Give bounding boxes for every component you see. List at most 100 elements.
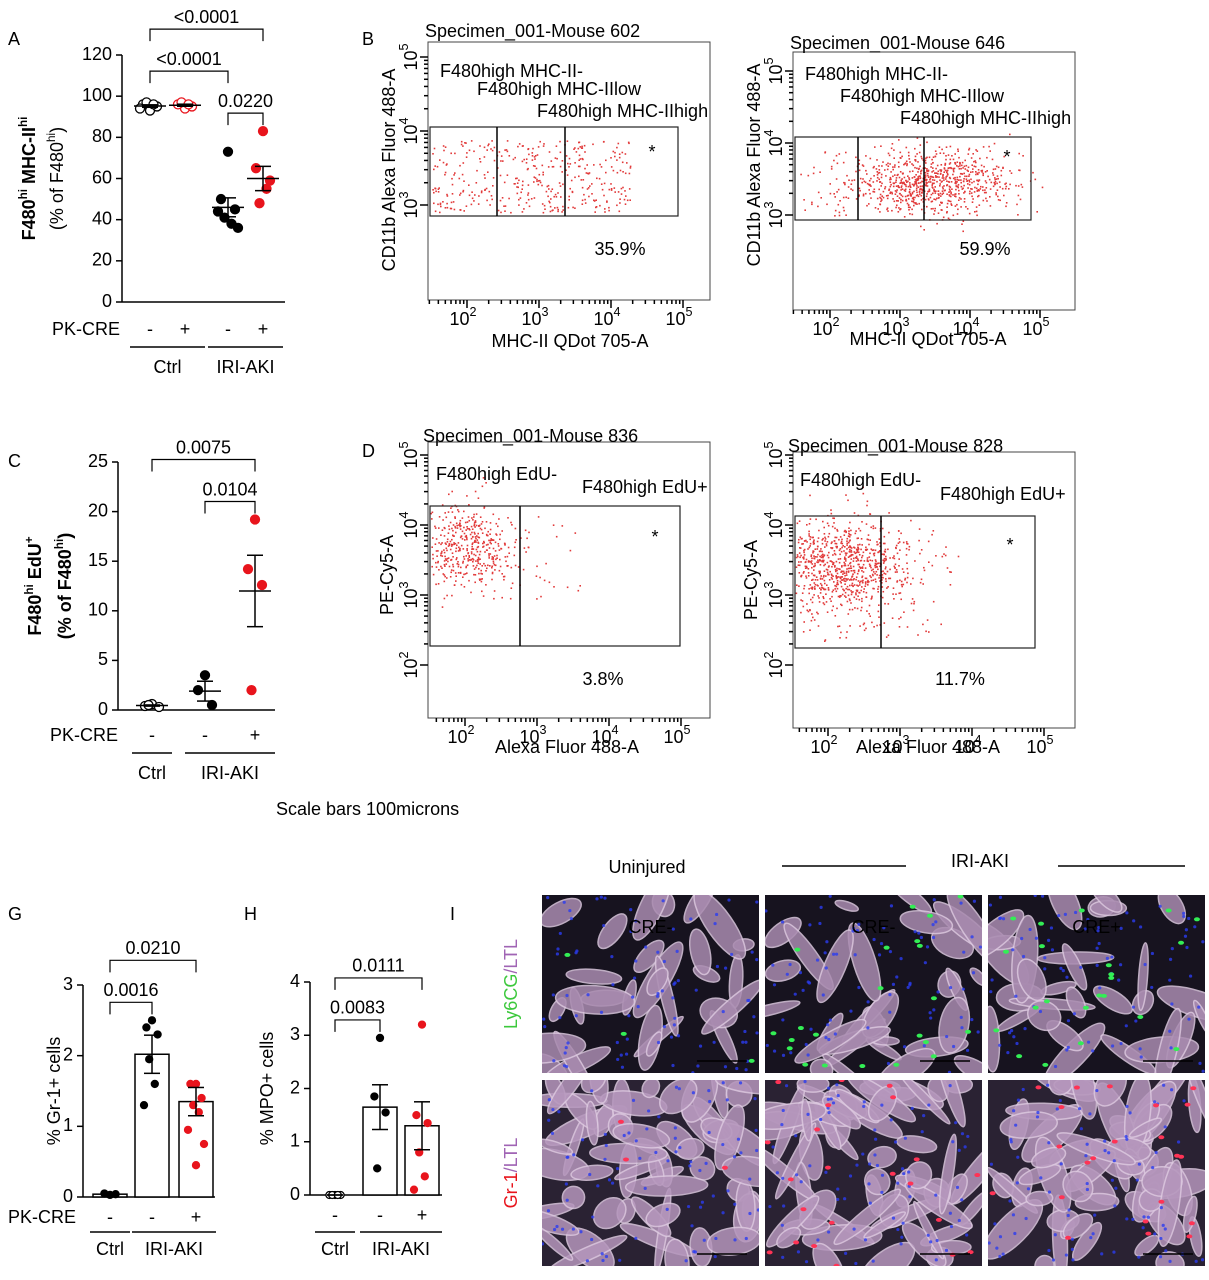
nucleus (927, 1103, 931, 1107)
event-dot (902, 583, 905, 586)
ly6cg-cell (1096, 993, 1103, 998)
event-dot (892, 185, 895, 188)
event-dot (1019, 198, 1022, 201)
event-dot (888, 512, 890, 514)
nucleus (998, 1043, 1002, 1047)
event-dot (457, 563, 460, 566)
event-dot (822, 561, 825, 563)
event-dot (972, 168, 974, 170)
event-dot (561, 211, 563, 213)
event-dot (890, 147, 893, 150)
event-dot (841, 565, 843, 567)
event-dot (905, 200, 908, 202)
event-dot (997, 177, 999, 180)
event-dot (445, 543, 447, 545)
event-dot (826, 569, 829, 571)
event-dot (901, 178, 903, 180)
event-dot (837, 188, 840, 191)
event-dot (865, 546, 867, 549)
row-label: Ly6CG/LTL (501, 939, 521, 1029)
event-dot (895, 179, 897, 181)
event-dot (872, 587, 874, 590)
event-dot (904, 195, 907, 198)
event-dot (913, 185, 915, 187)
event-dot (515, 177, 517, 180)
nucleus (599, 895, 603, 899)
event-dot (514, 156, 516, 159)
event-dot (905, 179, 907, 182)
tick-exponent: 3 (762, 201, 776, 208)
event-dot (823, 533, 826, 535)
nucleus (823, 951, 827, 955)
nucleus (1119, 1041, 1123, 1046)
event-dot (845, 531, 847, 534)
gate (429, 505, 681, 647)
event-dot (488, 557, 490, 559)
nucleus (1053, 1064, 1058, 1069)
event-dot (474, 536, 477, 538)
nucleus (1119, 926, 1123, 930)
nucleus (686, 1204, 691, 1209)
event-dot (978, 171, 980, 174)
nucleus (669, 1035, 674, 1039)
event-dot (502, 160, 504, 162)
nucleus (727, 898, 731, 902)
event-dot (870, 598, 873, 600)
nucleus (590, 1237, 594, 1242)
event-dot (455, 575, 457, 577)
event-dot (847, 564, 850, 567)
event-dot (899, 182, 901, 184)
event-dot (931, 184, 933, 186)
event-dot (488, 547, 491, 549)
event-dot (860, 606, 863, 609)
event-dot (543, 579, 546, 582)
event-dot (850, 593, 853, 596)
event-dot (838, 211, 841, 214)
y-tick-label: 4 (290, 971, 300, 991)
event-dot (896, 552, 899, 555)
nucleus (913, 930, 917, 934)
nucleus (671, 996, 675, 1000)
event-dot (438, 527, 440, 529)
tubule (821, 1095, 861, 1130)
event-dot (610, 166, 613, 168)
event-dot (499, 199, 502, 202)
nucleus (826, 1097, 830, 1101)
event-dot (946, 193, 948, 195)
event-dot (808, 533, 810, 535)
nucleus (656, 992, 660, 996)
nucleus (832, 952, 836, 956)
event-dot (867, 538, 870, 541)
event-dot (836, 162, 839, 165)
event-dot (484, 551, 486, 553)
event-dot (469, 533, 472, 536)
nucleus (868, 1201, 872, 1205)
event-dot (874, 559, 877, 561)
nucleus (750, 950, 754, 954)
nucleus (696, 1064, 700, 1068)
event-dot (847, 588, 849, 591)
event-dot (955, 188, 957, 191)
event-dot (837, 625, 839, 628)
event-dot (497, 545, 500, 547)
nucleus (1079, 1127, 1083, 1131)
event-dot (925, 162, 927, 164)
event-dot (850, 565, 852, 567)
event-dot (454, 152, 456, 155)
event-dot (838, 625, 841, 627)
event-dot (588, 195, 590, 198)
event-dot (626, 199, 629, 202)
event-dot (825, 568, 828, 571)
nucleus (1065, 975, 1069, 979)
event-dot (852, 560, 855, 562)
factor-level: - (107, 1207, 113, 1227)
nucleus (1047, 1141, 1051, 1145)
event-dot (962, 167, 964, 169)
event-dot (924, 176, 927, 179)
event-dot (440, 534, 442, 536)
event-dot (912, 577, 914, 580)
event-dot (485, 549, 488, 551)
event-dot (579, 165, 581, 168)
nucleus (611, 983, 615, 987)
event-dot (455, 558, 458, 561)
